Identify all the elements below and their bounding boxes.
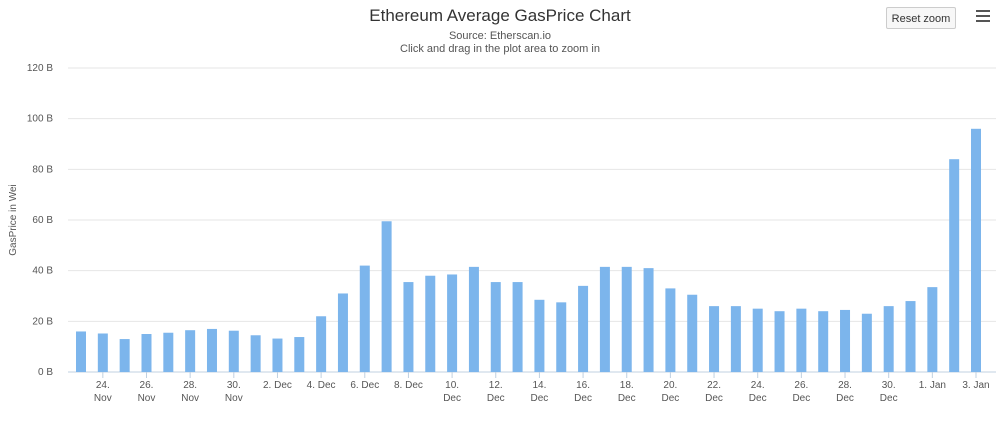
x-tick-label: 20. bbox=[663, 380, 677, 391]
x-axis: 24. Nov 26. Nov 28. Nov 30. Nov 2. Dec 4. Dec 6. D… bbox=[94, 372, 990, 404]
x-tick-label: 26. bbox=[794, 380, 808, 391]
x-tick-label: 18. bbox=[620, 380, 634, 391]
bar[interactable] bbox=[403, 282, 414, 372]
bar[interactable] bbox=[141, 334, 152, 372]
bar[interactable] bbox=[359, 265, 370, 372]
x-tick-label: Dec bbox=[705, 393, 723, 404]
x-tick-label: 12. bbox=[489, 380, 503, 391]
y-tick-label: 20 B bbox=[32, 316, 53, 327]
x-tick-label: Dec bbox=[661, 393, 679, 404]
bar[interactable] bbox=[643, 268, 654, 372]
x-tick-label: Dec bbox=[487, 393, 505, 404]
bar[interactable] bbox=[250, 335, 261, 372]
x-tick-label: Nov bbox=[138, 393, 156, 404]
chart-zoom-hint: Click and drag in the plot area to zoom … bbox=[400, 43, 600, 55]
bar[interactable] bbox=[861, 313, 872, 372]
bar[interactable] bbox=[709, 306, 720, 372]
bar[interactable] bbox=[97, 333, 108, 372]
x-tick-label: Dec bbox=[531, 393, 549, 404]
bar[interactable] bbox=[425, 275, 436, 372]
bar[interactable] bbox=[840, 309, 851, 372]
y-tick-label: 40 B bbox=[32, 266, 53, 277]
x-tick-label: 6. Dec bbox=[350, 380, 379, 391]
bar[interactable] bbox=[381, 221, 392, 372]
bar-series[interactable] bbox=[76, 128, 981, 372]
bar[interactable] bbox=[185, 330, 196, 372]
bar[interactable] bbox=[272, 338, 283, 372]
bar[interactable] bbox=[316, 316, 327, 372]
x-tick-label: 30. bbox=[882, 380, 896, 391]
bar[interactable] bbox=[621, 266, 632, 372]
bar[interactable] bbox=[774, 311, 785, 372]
bar[interactable] bbox=[490, 282, 501, 372]
y-tick-label: 120 B bbox=[27, 63, 53, 74]
y-tick-label: 100 B bbox=[27, 114, 53, 125]
bar[interactable] bbox=[927, 287, 938, 372]
x-tick-label: 28. bbox=[183, 380, 197, 391]
y-tick-label: 0 B bbox=[38, 367, 53, 378]
bar[interactable] bbox=[796, 308, 807, 372]
gridlines bbox=[68, 67, 996, 373]
bar[interactable] bbox=[687, 294, 698, 372]
bar[interactable] bbox=[971, 128, 981, 372]
x-tick-label: 26. bbox=[140, 380, 154, 391]
bar[interactable] bbox=[883, 306, 894, 372]
bar[interactable] bbox=[905, 301, 916, 372]
y-axis-label: GasPrice in Wei bbox=[8, 184, 19, 256]
x-tick-label: 8. Dec bbox=[394, 380, 423, 391]
bar[interactable] bbox=[163, 332, 174, 372]
x-tick-label: Dec bbox=[618, 393, 636, 404]
bar[interactable] bbox=[447, 274, 458, 372]
x-tick-label: Nov bbox=[181, 393, 199, 404]
x-tick-label: 2. Dec bbox=[263, 380, 292, 391]
x-tick-label: 24. bbox=[751, 380, 765, 391]
x-tick-label: 22. bbox=[707, 380, 721, 391]
x-tick-label: 10. bbox=[445, 380, 459, 391]
x-tick-label: 24. bbox=[96, 380, 110, 391]
y-tick-label: 60 B bbox=[32, 215, 53, 226]
y-tick-label: 80 B bbox=[32, 164, 53, 175]
bar[interactable] bbox=[119, 339, 130, 372]
bar[interactable] bbox=[206, 328, 217, 372]
x-tick-label: 14. bbox=[532, 380, 546, 391]
bar[interactable] bbox=[468, 266, 479, 372]
bar[interactable] bbox=[337, 293, 348, 372]
x-tick-label: Dec bbox=[749, 393, 767, 404]
x-tick-label: Dec bbox=[880, 393, 898, 404]
x-tick-label: 4. Dec bbox=[307, 380, 336, 391]
bar[interactable] bbox=[556, 302, 567, 372]
bar[interactable] bbox=[665, 288, 676, 372]
bar[interactable] bbox=[730, 306, 741, 372]
x-tick-label: Dec bbox=[443, 393, 461, 404]
x-tick-label: Nov bbox=[225, 393, 243, 404]
bar[interactable] bbox=[294, 337, 305, 372]
hamburger-menu-icon[interactable] bbox=[976, 10, 990, 24]
reset-zoom-button[interactable]: Reset zoom bbox=[886, 7, 956, 29]
x-tick-label: Dec bbox=[836, 393, 854, 404]
bar[interactable] bbox=[949, 159, 960, 372]
bar[interactable] bbox=[76, 331, 86, 372]
bar[interactable] bbox=[228, 330, 239, 372]
chart-title: Ethereum Average GasPrice Chart bbox=[369, 6, 631, 25]
chart-subtitle: Source: Etherscan.io bbox=[448, 30, 552, 42]
x-tick-label: 28. bbox=[838, 380, 852, 391]
x-tick-label: Dec bbox=[574, 393, 592, 404]
bar[interactable] bbox=[512, 282, 523, 372]
x-tick-label: Dec bbox=[792, 393, 810, 404]
bar[interactable] bbox=[578, 285, 589, 372]
bar[interactable] bbox=[752, 308, 763, 372]
y-axis: 0 B 20 B 40 B 60 B 80 B 100 B 120 B bbox=[27, 63, 53, 378]
bar[interactable] bbox=[818, 311, 829, 372]
bar[interactable] bbox=[534, 299, 545, 372]
x-tick-label: 30. bbox=[227, 380, 241, 391]
x-tick-label: Nov bbox=[94, 393, 112, 404]
x-tick-label: 3. Jan bbox=[962, 380, 989, 391]
x-tick-label: 16. bbox=[576, 380, 590, 391]
bar[interactable] bbox=[599, 266, 610, 372]
x-tick-label: 1. Jan bbox=[919, 380, 946, 391]
